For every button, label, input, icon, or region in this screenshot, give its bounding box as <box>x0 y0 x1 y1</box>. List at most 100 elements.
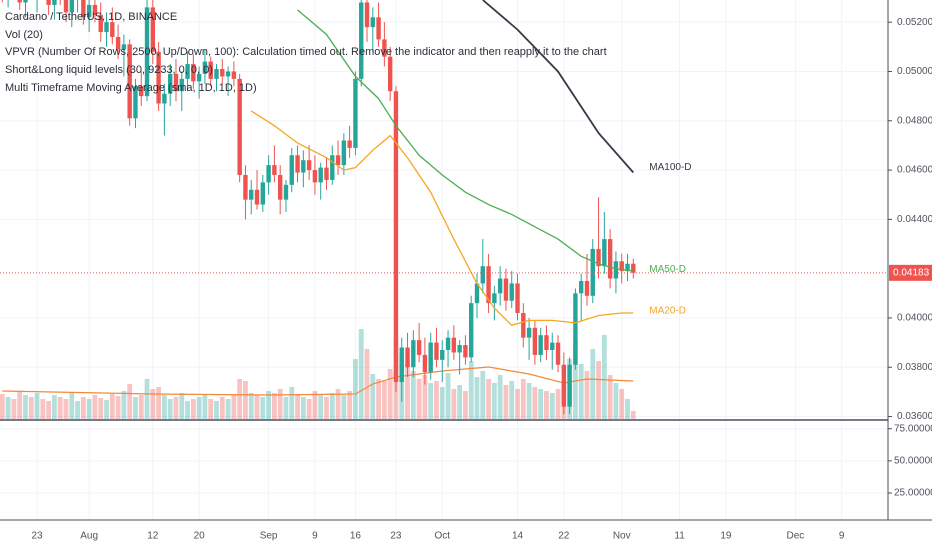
volume-bar <box>17 391 23 419</box>
candle-body <box>584 280 590 296</box>
last-price-label: 0.04183 <box>893 267 930 278</box>
volume-bar <box>341 395 347 419</box>
candle-body <box>607 239 613 279</box>
legend-entry: Short&Long liquid levels (30, 9233, 0, 0… <box>5 64 213 76</box>
y-tick-label: 0.05000 <box>897 66 932 77</box>
volume-bar <box>463 391 468 419</box>
candle-body <box>457 345 462 353</box>
x-tick-label: 23 <box>31 531 43 542</box>
legend-entry: VPVR (Number Of Rows, 2500, Up/Down, 100… <box>5 46 607 58</box>
candle-body <box>411 340 416 368</box>
volume-bar <box>109 394 115 419</box>
candle-body <box>249 189 254 200</box>
candle-body <box>469 303 474 358</box>
volume-bar <box>526 383 532 419</box>
candle-body <box>260 182 266 205</box>
candle-body <box>422 354 428 373</box>
volume-bar <box>52 395 57 419</box>
volume-bar <box>474 377 480 419</box>
candle-body <box>115 36 121 50</box>
candle-body <box>578 280 584 294</box>
candle-body <box>237 78 242 175</box>
volume-bar <box>115 396 121 419</box>
candle-body <box>480 266 485 284</box>
volume-bar <box>5 397 11 419</box>
candle-body <box>52 0 57 5</box>
candle-body <box>561 364 567 407</box>
volume-bar <box>214 401 219 419</box>
volume-bar <box>11 399 17 419</box>
candle-body <box>318 167 323 183</box>
candle-body <box>173 73 179 92</box>
candle-body <box>451 337 457 353</box>
y-tick-label: 0.04800 <box>897 115 932 126</box>
volume-bar <box>364 349 370 419</box>
candle-body <box>324 167 329 180</box>
candle-body <box>81 0 86 18</box>
candle-body <box>46 0 51 5</box>
volume-bar <box>86 399 92 419</box>
y-tick-label: 0.03600 <box>897 411 932 422</box>
candle-body <box>416 340 422 355</box>
candle-body <box>596 248 601 267</box>
x-tick-label: Aug <box>80 531 98 542</box>
ma-line <box>250 110 634 327</box>
candle-body <box>445 337 451 350</box>
candle-body <box>434 342 439 360</box>
candle-body <box>98 14 103 33</box>
volume-bar <box>376 379 381 419</box>
ma-label: MA50-D <box>649 264 686 275</box>
candle-body <box>196 73 202 82</box>
candle-body <box>509 283 514 301</box>
x-tick-label: 14 <box>512 531 524 542</box>
candle-body <box>550 342 555 350</box>
volume-bar <box>63 399 69 419</box>
volume-bar <box>196 397 202 419</box>
candle-body <box>353 78 358 148</box>
volume-bar <box>555 389 561 419</box>
volume-bar <box>422 375 428 419</box>
candle-body <box>156 51 161 104</box>
x-tick-label: 20 <box>194 531 206 542</box>
volume-bar <box>80 397 86 419</box>
candle-body <box>376 17 381 40</box>
candle-body <box>283 184 289 200</box>
volume-bar <box>457 385 463 419</box>
volume-bar <box>23 395 28 419</box>
candle-body <box>335 155 341 166</box>
candle-body <box>277 174 283 200</box>
candle-body <box>202 61 208 74</box>
candle-body <box>69 0 74 13</box>
volume-bar <box>277 389 283 419</box>
candle-body <box>139 86 144 97</box>
volume-bar <box>237 379 243 419</box>
volume-bar <box>306 399 312 419</box>
candle-body <box>133 86 138 119</box>
volume-bar <box>584 371 590 419</box>
volume-bar <box>503 385 509 419</box>
volume-bar <box>416 379 422 419</box>
volume-bar <box>532 387 538 419</box>
x-tick-label: 11 <box>674 531 685 542</box>
x-tick-label: Oct <box>434 531 450 542</box>
candle-body <box>121 44 127 50</box>
volume-bar <box>515 389 520 419</box>
candle-body <box>631 263 636 273</box>
candle-body <box>347 140 352 148</box>
candle-body <box>150 7 156 52</box>
volume-bar <box>353 359 358 419</box>
last-price-badge <box>889 264 932 281</box>
volume-bar <box>451 389 457 419</box>
candle-body <box>555 342 561 365</box>
volume-bar <box>260 397 266 419</box>
volume-bar <box>138 395 144 419</box>
volume-bar <box>312 391 318 419</box>
candle-body <box>590 248 595 296</box>
volume-bar <box>156 387 162 419</box>
candle-body <box>602 239 607 267</box>
volume-bar <box>271 393 277 419</box>
candle-body <box>23 0 28 3</box>
volume-bar <box>243 381 248 419</box>
volume-bar <box>254 395 260 419</box>
